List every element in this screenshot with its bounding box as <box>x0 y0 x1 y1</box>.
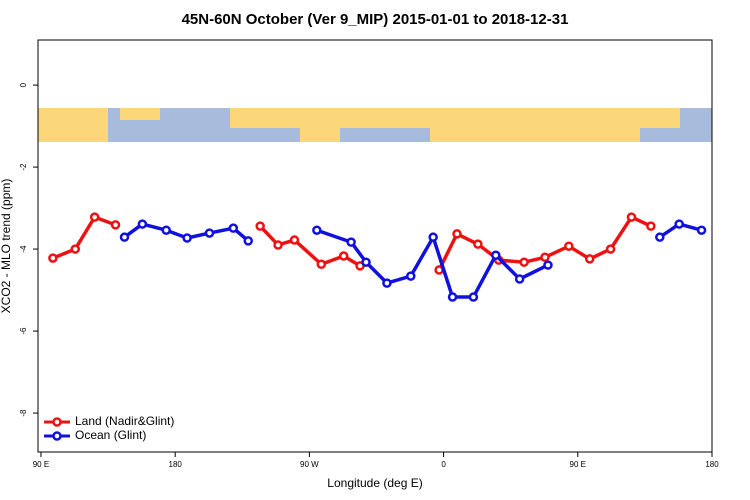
point <box>491 250 501 260</box>
point <box>473 239 483 249</box>
point <box>89 212 100 222</box>
x-tick-label: 90 W <box>300 460 319 469</box>
point <box>110 220 121 230</box>
y-tick-label: -6 <box>19 327 28 335</box>
point <box>447 292 458 302</box>
y-tick-label: 0 <box>19 82 28 87</box>
point <box>228 223 239 233</box>
point <box>382 278 392 288</box>
point <box>428 232 438 242</box>
chart-title: 45N-60N October (Ver 9_MIP) 2015-01-01 t… <box>182 11 569 28</box>
point <box>605 244 616 254</box>
x-tick-label: 180 <box>705 460 719 469</box>
point <box>338 251 349 261</box>
point <box>204 228 215 238</box>
point <box>543 260 553 270</box>
point <box>161 225 171 235</box>
point <box>312 225 322 235</box>
point <box>119 232 130 242</box>
y-tick-label: -8 <box>19 409 28 417</box>
point <box>674 219 684 229</box>
y-axis-label: XCO2 - MLO trend (ppm) <box>0 179 13 314</box>
point <box>182 233 192 243</box>
point <box>540 252 550 263</box>
point <box>584 254 595 264</box>
map-strip <box>38 108 712 142</box>
point <box>406 271 416 281</box>
point <box>452 229 462 239</box>
y-tick-label: -4 <box>19 245 28 253</box>
point <box>646 221 656 231</box>
y-tick-label: -2 <box>19 163 28 171</box>
plot-frame <box>37 39 713 453</box>
point <box>519 257 529 267</box>
point <box>273 240 283 250</box>
point <box>137 219 148 229</box>
point <box>346 237 356 247</box>
point <box>696 225 707 235</box>
legend-marker <box>52 417 62 427</box>
x-tick-label: 0 <box>441 460 446 469</box>
point <box>564 241 574 251</box>
point <box>255 221 265 231</box>
legend-marker <box>52 431 62 441</box>
x-tick-label: 90 E <box>33 460 49 469</box>
point <box>514 274 525 284</box>
point <box>468 292 479 302</box>
point <box>289 235 300 245</box>
point <box>626 212 637 222</box>
point <box>48 253 58 263</box>
legend-label: Ocean (Glint) <box>75 428 146 442</box>
x-tick-label: 90 E <box>570 460 586 469</box>
point <box>361 257 371 267</box>
point <box>70 244 81 254</box>
x-axis-label: Longitude (deg E) <box>327 476 422 490</box>
x-tick-label: 180 <box>169 460 183 469</box>
point <box>243 236 254 246</box>
point <box>655 232 665 242</box>
point <box>316 259 327 269</box>
legend-label: Land (Nadir&Glint) <box>75 414 174 428</box>
